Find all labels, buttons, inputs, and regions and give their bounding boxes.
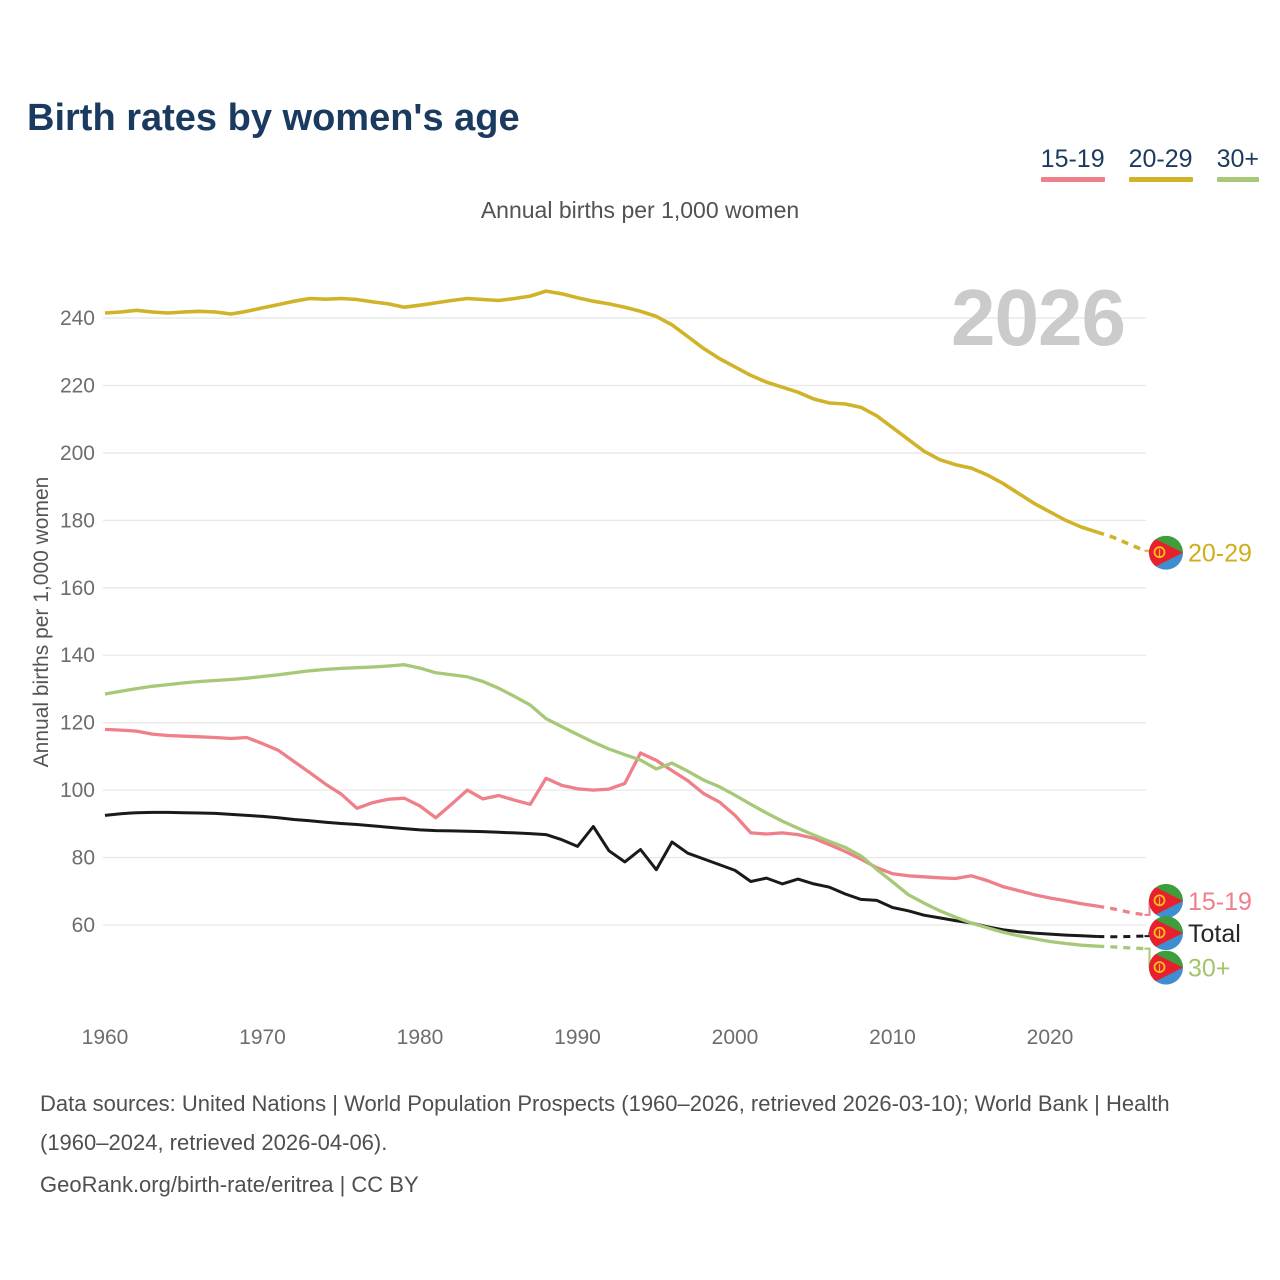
watermark-year: 2026 [951,273,1125,362]
flag-red-triangle [1149,950,1183,985]
y-tick-label: 120 [60,712,95,735]
series-line-projection-Total [1097,934,1145,939]
flag-red-triangle [1149,883,1183,918]
page-title: Birth rates by women's age [27,97,520,140]
x-axis-tick-labels: 1960 1970 1980 1990 2000 2010 2020 [82,1026,1074,1049]
series-line-projection-20-29 [1096,530,1146,553]
y-tick-label: 140 [60,644,95,667]
x-tick-label: 2000 [712,1026,759,1049]
flag-red-triangle [1149,535,1183,570]
attribution-link: GeoRank.org/birth-rate/eritrea | CC BY [40,1172,419,1197]
y-tick-label: 240 [60,307,95,330]
y-tick-label: 100 [60,779,95,802]
footer: Data sources: United Nations | World Pop… [40,1085,1218,1205]
series-line-15-19 [104,727,1098,908]
gridlines [103,317,1146,926]
series-line-20-29 [104,289,1098,534]
flag-red-triangle [1149,916,1183,951]
eritrea-flag-icon [1149,950,1183,985]
x-tick-label: 1960 [82,1026,129,1049]
x-tick-label: 1990 [554,1026,601,1049]
series-line-projection-30+ [1097,944,1145,951]
legend-color-bar [1040,176,1105,182]
series-end-label-15-19: 15-19 [1188,888,1252,916]
legend-color-bar [1128,176,1193,182]
data-sources-note: Data sources: United Nations | World Pop… [40,1091,1170,1155]
series-end-markers: 15-19 20-29 Total 30+ [1144,535,1252,985]
chart-subtitle: Annual births per 1,000 women [480,197,800,223]
legend: 15-19 20-29 30+ [1040,145,1259,182]
y-tick-label: 80 [72,847,95,870]
y-tick-label: 200 [60,442,95,465]
y-tick-label: 60 [72,914,95,937]
series-line-projection-15-19 [1097,904,1145,917]
legend-label: 30+ [1216,145,1259,173]
legend-item-30+[interactable]: 30+ [1216,145,1259,182]
x-tick-label: 1970 [239,1026,286,1049]
series-line-Total [104,810,1098,938]
y-tick-label: 180 [60,509,95,532]
x-tick-label: 1980 [397,1026,444,1049]
legend-label: 15-19 [1040,145,1105,173]
eritrea-flag-icon [1149,916,1183,951]
series-line-30+ [104,663,1098,948]
eritrea-flag-icon [1149,883,1183,918]
y-axis-tick-labels: 60 80 100 120 140 160 180 200 220 240 [60,307,95,937]
eritrea-flag-icon [1149,535,1183,570]
legend-item-20-29[interactable]: 20-29 [1128,145,1193,182]
series-end-label-Total: Total [1188,920,1241,948]
series-end-label-20-29: 20-29 [1188,540,1252,568]
legend-item-15-19[interactable]: 15-19 [1040,145,1105,182]
y-tick-label: 220 [60,374,95,397]
x-tick-label: 2020 [1027,1026,1074,1049]
legend-color-bar [1216,176,1259,182]
x-tick-label: 2010 [869,1026,916,1049]
series-end-label-30+: 30+ [1188,955,1230,983]
y-tick-label: 160 [60,577,95,600]
legend-label: 20-29 [1128,145,1193,173]
data-lines [104,289,1146,951]
